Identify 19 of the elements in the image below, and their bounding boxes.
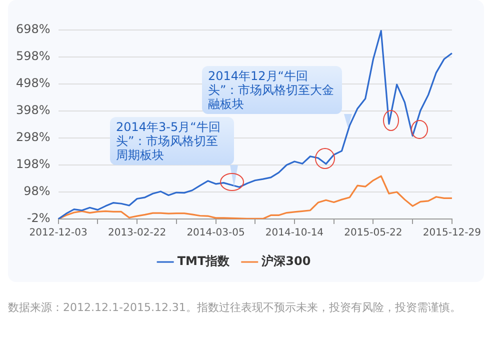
x-tick-label: 2015-05-22: [344, 228, 402, 239]
y-tick-label: 498%: [16, 76, 50, 90]
y-tick-label: 298%: [16, 130, 50, 144]
x-tick-label: 2014-10-14: [265, 228, 324, 239]
y-tick-label: 98%: [24, 184, 50, 198]
y-tick-label: 198%: [16, 157, 50, 172]
x-tick-label: 2013-02-22: [108, 228, 166, 239]
x-tick-label: 2015-12-29: [422, 228, 482, 239]
legend-label: TMT指数: [177, 254, 231, 268]
source-note: 数据来源：2012.12.1-2015.12.31。指数过往表现不预示未来，投资有风险，投资需谨慎。: [8, 300, 462, 316]
annotation: 2014年12月“牛回头”：市场风格切至大金融板块: [202, 66, 342, 114]
annotation: 2014年3-5月“牛回头”：市场风格切至周期板块: [110, 117, 234, 165]
y-tick-label: 698%: [16, 22, 50, 36]
y-tick-label: 598%: [16, 49, 50, 64]
y-tick-label: -2%: [26, 211, 50, 226]
y-tick-label: 398%: [16, 103, 50, 118]
legend-label: 沪深300: [260, 254, 311, 268]
x-tick-label: 2014-03-05: [186, 228, 245, 239]
x-tick-label: 2012-12-03: [29, 228, 88, 239]
